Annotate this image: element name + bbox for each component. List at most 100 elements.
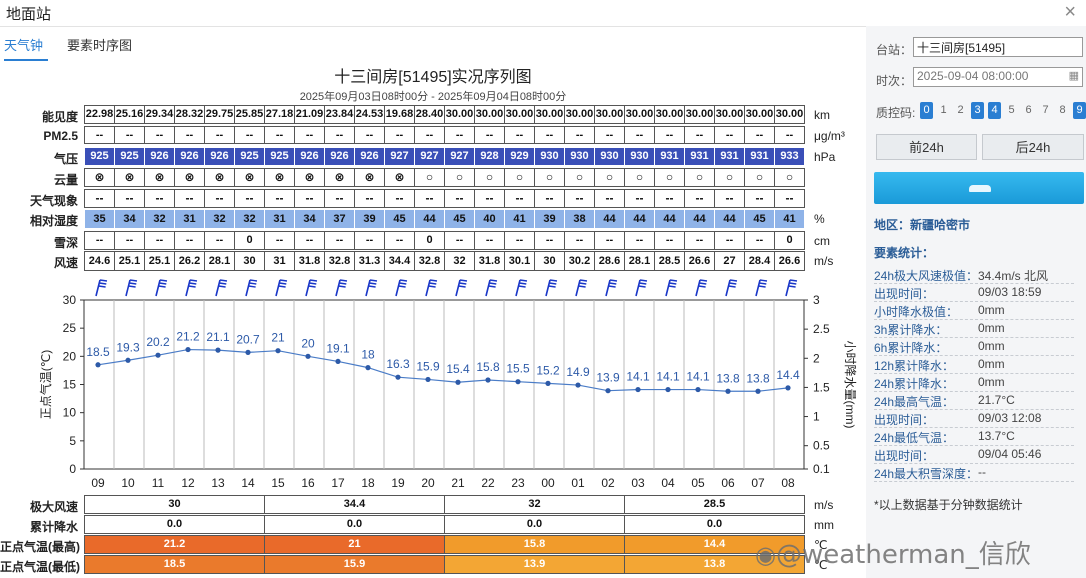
cell-pressure: 925 (114, 147, 145, 166)
x-tick-label: 18 (361, 476, 375, 490)
x-tick-label: 05 (691, 476, 705, 490)
summary-cell-gust: 32 (444, 495, 625, 514)
summary-cell-gust: 28.5 (624, 495, 805, 514)
wind-barb-flag (579, 282, 587, 285)
cell-humidity: 39 (534, 209, 565, 229)
x-tick-label: 13 (211, 476, 225, 490)
temperature-label: 21 (271, 331, 285, 345)
row-unit-wind: m/s (814, 254, 834, 268)
y2-tick-label: 0.1 (813, 462, 830, 476)
temperature-label: 16.3 (386, 357, 410, 371)
wind-barb (665, 279, 671, 297)
y-axis-label: 正点气温(℃) (38, 350, 53, 419)
close-icon[interactable]: × (1064, 1, 1076, 23)
y-tick-label: 15 (63, 378, 77, 392)
wind-barb-flag (99, 279, 108, 282)
temperature-label: 14.4 (776, 368, 800, 382)
wind-barb-flag (609, 279, 618, 282)
wind-barb-flag (338, 285, 346, 288)
time-input[interactable]: 2025-09-04 08:00:00 ▦ (913, 67, 1083, 87)
wind-barb-flag (428, 285, 436, 288)
temperature-label: 15.8 (476, 360, 500, 374)
wind-barb-flag (309, 279, 318, 282)
row-label-humidity: 相对湿度 (29, 214, 78, 228)
row-label-pm25: PM2.5 (43, 129, 78, 143)
qc-code-2[interactable]: 2 (957, 104, 964, 116)
qc-code-7[interactable]: 7 (1042, 104, 1049, 116)
temperature-point (215, 347, 221, 353)
next-24h-button[interactable]: 后24h (982, 134, 1084, 160)
tab-weather-clock[interactable]: 天气钟 (4, 33, 48, 61)
cell-humidity: 44 (594, 209, 625, 229)
temperature-line (97, 348, 789, 392)
query-button[interactable] (874, 172, 1084, 204)
summary-label-precip: 累计降水 (29, 520, 78, 534)
wind-barb-flag (189, 282, 197, 285)
summary-cell-tmin: 15.9 (264, 555, 445, 574)
prev-24h-button[interactable]: 前24h (876, 134, 977, 160)
wind-barb (365, 279, 371, 297)
wind-barb (185, 279, 191, 297)
summary-cell-gust: 34.4 (264, 495, 445, 514)
qc-code-5[interactable]: 5 (1008, 104, 1015, 116)
wind-barb-flag (669, 279, 678, 282)
chart-title: 十三间房[51495]实况序列图 (334, 69, 532, 86)
wind-barb-flag (339, 279, 348, 282)
qc-code-3[interactable]: 3 (971, 102, 984, 119)
qc-code-4[interactable]: 4 (988, 102, 1001, 119)
stat-value: 09/03 18:59 (978, 285, 1042, 299)
stat-label: 12h累计降水： (874, 359, 955, 373)
cell-cloud: ○ (774, 168, 805, 187)
tab-element-timeseries[interactable]: 要素时序图 (67, 38, 133, 53)
wind-barb-flag (429, 279, 438, 282)
wind-barb-flag (729, 279, 738, 282)
row-unit-pm25: μg/m³ (814, 129, 845, 143)
y-tick-label: 10 (63, 406, 77, 420)
summary-unit-precip: mm (814, 518, 834, 532)
cell-pressure: 933 (774, 147, 805, 166)
y2-tick-label: 2 (813, 351, 820, 365)
qc-code-0[interactable]: 0 (920, 102, 933, 119)
wind-barb-flag (669, 282, 677, 285)
cell-pm25: -- (774, 126, 805, 144)
stat-divider (874, 391, 1074, 392)
temperature-point (695, 386, 701, 393)
cell-humidity: 32 (234, 209, 265, 229)
x-tick-label: 10 (121, 476, 135, 490)
stat-divider (874, 427, 1074, 428)
cell-pressure: 931 (654, 147, 685, 166)
qc-code-9[interactable]: 9 (1073, 102, 1086, 119)
stat-divider (874, 355, 1074, 356)
x-tick-label: 19 (391, 476, 405, 490)
wind-barb-flag (639, 279, 648, 282)
temperature-label: 19.1 (326, 341, 350, 355)
y-tick-label: 30 (63, 293, 77, 307)
cell-pressure: 931 (684, 147, 715, 166)
wind-barb-flag (159, 279, 168, 282)
calendar-icon[interactable]: ▦ (1068, 70, 1079, 82)
qc-label: 质控码: (876, 106, 916, 120)
summary-cell-gust: 30 (84, 495, 265, 514)
temperature-point (245, 349, 251, 355)
wind-barb-flag (129, 282, 137, 285)
region-text: 地区：新疆哈密市 (874, 218, 971, 232)
wind-barb (335, 279, 341, 297)
wind-barb-flag (789, 282, 797, 285)
row-unit-humidity: % (814, 212, 825, 226)
cell-humidity: 41 (774, 209, 805, 229)
wind-barb-flag (728, 285, 736, 288)
row-label-snow: 雪深 (53, 236, 78, 250)
window-titlebar: 地面站 × (0, 0, 1086, 27)
wind-barb-flag (488, 285, 496, 288)
wind-barb-flag (249, 282, 257, 285)
summary-label-tmax: 正点气温(最高) (0, 540, 80, 554)
qc-code-8[interactable]: 8 (1059, 104, 1066, 116)
station-input[interactable]: 十三间房[51495] (913, 37, 1083, 57)
chart-subtitle: 2025年09月03日08时00分 - 2025年09月04日08时00分 (299, 91, 567, 103)
qc-code-1[interactable]: 1 (940, 104, 947, 116)
wind-barb-flag (399, 279, 408, 282)
wind-barb (695, 279, 701, 297)
qc-code-6[interactable]: 6 (1025, 104, 1032, 116)
temperature-label: 13.8 (716, 371, 740, 385)
temperature-label: 20.2 (146, 335, 170, 349)
